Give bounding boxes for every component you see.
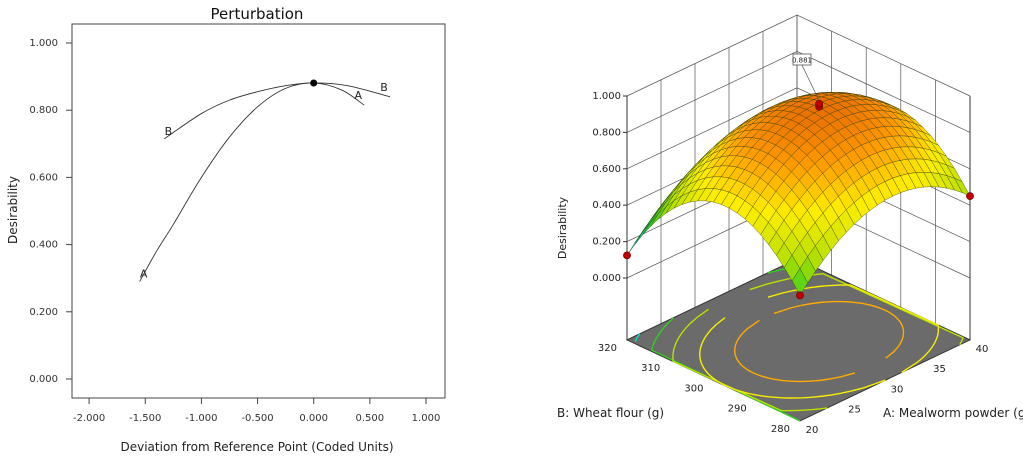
plot-frame [71,23,446,399]
a-tick-label: 25 [848,405,861,416]
surface-cell [642,213,659,235]
peak-flag-pole [801,64,820,101]
series-label-A: A [140,268,148,281]
contour-line [698,317,886,399]
contour-line [672,308,828,412]
y-axis-label: Desirability [6,176,20,244]
b-tick-label: 300 [684,383,703,394]
y-tick-label: 0.200 [29,307,58,318]
b-axis-label: B: Wheat flour (g) [557,406,664,420]
z-tick-label: 0.000 [592,273,621,284]
design-point [623,251,631,260]
y-tick-label: 1.000 [29,38,58,49]
x-tick-label: -1.500 [129,413,161,424]
design-point [815,99,824,108]
z-tick-label: 1.000 [592,91,621,102]
perturbation-chart: Perturbation Deviation from Reference Po… [6,5,446,454]
b-tick-label: 280 [771,424,790,435]
contour-line [650,317,801,422]
z-tick-label: 0.400 [592,200,621,211]
reference-point [310,79,318,87]
x-tick-label: 0.000 [299,413,328,424]
contour-line [634,333,641,342]
chart-title: Perturbation [211,5,304,23]
design-point [966,192,974,201]
a-tick-label: 40 [976,344,989,355]
y-tick-label: 0.600 [29,172,58,183]
a-tick-label: 30 [891,384,904,395]
a-axis-label: A: Mealworm powder (g) [883,406,1023,420]
x-tick-label: 1.000 [412,413,441,424]
series-line-A [139,82,365,282]
surface-cell [634,222,651,245]
z-axis-label: Desirability [556,196,569,259]
series-label-A: A [354,89,362,102]
contour-line [733,319,856,383]
series-label-B: B [380,81,388,94]
surface-cell [791,268,808,296]
b-tick-label: 290 [728,404,747,415]
z-tick-label: 0.800 [592,127,621,138]
design-point [796,291,804,300]
series-line-B [164,82,391,140]
x-tick-label: -0.500 [241,413,273,424]
y-tick-label: 0.400 [29,240,58,251]
y-tick-label: 0.000 [29,374,58,385]
x-axis-label: Deviation from Reference Point (Coded Un… [121,440,394,454]
z-tick-label: 0.200 [592,237,621,248]
peak-flag-box [792,53,812,66]
peak-flag-label: 0.881 [792,57,812,65]
x-tick-label: 0.500 [356,413,385,424]
z-tick-label: 0.600 [592,164,621,175]
surface-chart: 0.000 0.200 0.400 0.600 0.800 1.000 20 25 30 35 40… [556,14,1023,436]
y-tick-label: 0.800 [29,105,58,116]
b-tick-label: 320 [598,343,617,354]
a-tick-label: 20 [806,425,819,436]
contour-line [767,284,940,373]
series-label-B: B [165,125,173,138]
x-tick-label: -2.000 [73,413,105,424]
x-tick-label: -1.000 [185,413,217,424]
a-tick-label: 35 [933,364,946,375]
contour-line [773,300,905,359]
b-tick-label: 310 [641,363,660,374]
